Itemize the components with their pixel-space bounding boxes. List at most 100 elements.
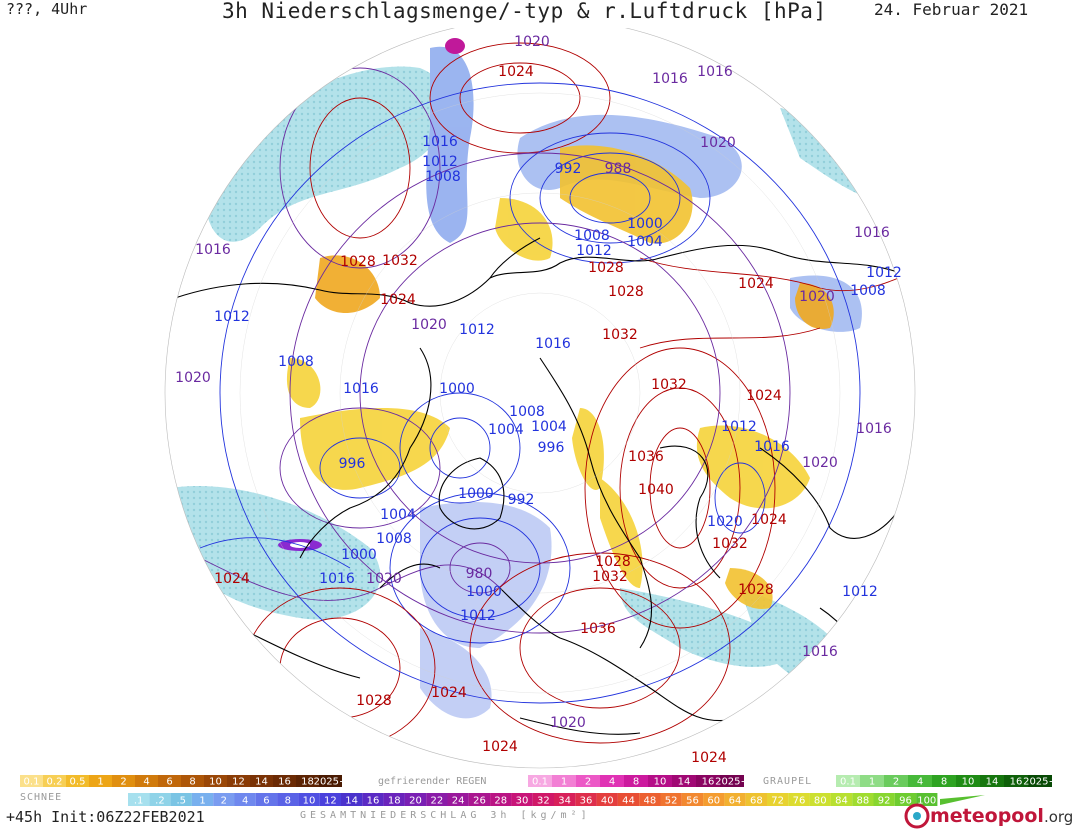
- pressure-label-low: 992: [508, 492, 535, 508]
- pressure-label-mid: 1016: [854, 225, 890, 241]
- legend-swatch: [672, 775, 696, 787]
- brand-logo[interactable]: meteopool.org: [904, 803, 1073, 829]
- legend-swatch: [575, 793, 597, 806]
- legend-swatch: [128, 793, 150, 806]
- map-title: 3h Niederschlagsmenge/-typ & r.Luftdruck…: [222, 0, 827, 23]
- legend-tick-label: 8: [285, 796, 291, 807]
- pressure-label-high: 1036: [580, 621, 616, 637]
- legend-total-precip: .1.2.5 1 2 4 6 8 10 12 14 16 18 20 22 24 26 28 30 32 34 36 4…: [128, 793, 938, 807]
- pressure-label-high: 1024: [746, 388, 782, 404]
- legend-tick-label: 92: [878, 796, 891, 807]
- legend-tick-label: 18: [388, 796, 401, 807]
- legend-swatch: [296, 775, 319, 787]
- legend-swatch: [204, 775, 227, 787]
- legend-area: 0.1 0.2 0.5 1 2 4 6 8 10 12 14 16 18 2025+ 0.1 1 2 4 8 10 1…: [0, 773, 1080, 833]
- pressure-label-low: 1008: [509, 404, 545, 420]
- legend-tick-label: 28: [494, 796, 507, 807]
- legend-graupel-title: GRAUPEL: [763, 776, 812, 787]
- init-time-label: +45h Init:06Z22FEB2021: [6, 808, 205, 826]
- brand-tld: .org: [1043, 808, 1074, 826]
- legend-swatch: [639, 793, 661, 806]
- legend-tick-label: 1: [869, 777, 875, 788]
- meteopool-logo-icon: [904, 803, 930, 829]
- brand-name: meteopool.org: [930, 805, 1073, 827]
- pressure-label-low: 1008: [425, 169, 461, 185]
- legend-tick-label: 68: [750, 796, 763, 807]
- legend-tick-label: 14: [986, 777, 999, 788]
- pressure-label-low: 1012: [460, 608, 496, 624]
- pressure-label-high: 1028: [356, 693, 392, 709]
- legend-swatch: [170, 793, 192, 806]
- legend-snow: 0.1 0.2 0.5 1 2 4 6 8 10 12 14 16 18 2025+: [20, 775, 347, 788]
- pressure-label-low: 1016: [343, 381, 379, 397]
- pressure-label-high: 1024: [482, 739, 518, 755]
- legend-tick-label: 2025+: [314, 777, 348, 788]
- legend-swatch: [660, 793, 682, 806]
- legend-tick-label: 16: [367, 796, 380, 807]
- pressure-label-mid: 1016: [697, 64, 733, 80]
- header: ???, 4Uhr 3h Niederschlagsmenge/-typ & r…: [0, 0, 1080, 28]
- precip-snow-areas: [286, 145, 834, 609]
- legend-tick-label: 14: [678, 777, 691, 788]
- pressure-label-low: 1012: [214, 309, 250, 325]
- legend-swatch: [932, 775, 956, 787]
- legend-tick-label: 8: [633, 777, 639, 788]
- legend-tick-label: 2: [221, 796, 227, 807]
- pressure-label-low: 1016: [754, 439, 790, 455]
- legend-tick-label: 18: [301, 777, 314, 788]
- pressure-label-low: 1012: [459, 322, 495, 338]
- legend-tick-label: .5: [176, 796, 186, 807]
- legend-swatch: [158, 775, 181, 787]
- legend-tick-label: 88: [856, 796, 869, 807]
- legend-swatch: [43, 775, 66, 787]
- legend-swatch: [908, 775, 932, 787]
- legend-swatch: [181, 775, 204, 787]
- pressure-label-low: 1008: [376, 531, 412, 547]
- legend-tick-label: 64: [729, 796, 742, 807]
- legend-swatch: [576, 775, 600, 787]
- legend-tick-label: 76: [793, 796, 806, 807]
- legend-tick-label: 1: [561, 777, 567, 788]
- legend-tick-label: 6: [263, 796, 269, 807]
- legend-swatch: [255, 793, 278, 806]
- legend-swatch: [720, 775, 744, 787]
- legend-tick-label: 10: [654, 777, 667, 788]
- legend-tick-label: 0.1: [840, 777, 856, 788]
- legend-tick-label: 2: [585, 777, 591, 788]
- pressure-label-mid: 980: [466, 566, 493, 582]
- legend-tick-label: 0.2: [47, 777, 63, 788]
- legend-tick-label: 24: [452, 796, 465, 807]
- legend-swatch: [490, 793, 512, 806]
- region-time-label: ???, 4Uhr: [6, 0, 88, 18]
- pressure-label-high: 1024: [498, 64, 534, 80]
- legend-swatch: [447, 793, 469, 806]
- legend-tick-label: 30: [516, 796, 529, 807]
- legend-swatch: [600, 775, 624, 787]
- pressure-label-low: 1004: [488, 422, 524, 438]
- legend-swatch: [809, 793, 831, 806]
- legend-swatch: [250, 775, 273, 787]
- pressure-label-mid: 1020: [175, 370, 211, 386]
- pressure-label-high: 1024: [431, 685, 467, 701]
- legend-tick-label: 0.1: [532, 777, 548, 788]
- legend-swatch: [617, 793, 640, 806]
- legend-swatch: [20, 775, 43, 787]
- legend-tick-label: 16: [278, 777, 291, 788]
- legend-swatch: [273, 775, 296, 787]
- legend-swatch: [89, 775, 112, 787]
- legend-swatch: [1028, 775, 1052, 787]
- pressure-label-high: 1032: [382, 253, 418, 269]
- legend-swatch: [836, 775, 860, 787]
- legend-tick-label: 8: [941, 777, 947, 788]
- legend-tick-label: 16: [702, 777, 715, 788]
- pressure-label-low: 1016: [422, 134, 458, 150]
- legend-swatch: [191, 793, 214, 806]
- legend-tick-label: 8: [189, 777, 195, 788]
- pressure-label-low: 996: [538, 440, 565, 456]
- pressure-label-high: 1036: [628, 449, 664, 465]
- legend-swatch: [149, 793, 171, 806]
- pressure-label-low: 1000: [458, 486, 494, 502]
- legend-tick-label: 72: [771, 796, 784, 807]
- pressure-label-low: 1004: [380, 507, 416, 523]
- pressure-label-low: 1004: [531, 419, 567, 435]
